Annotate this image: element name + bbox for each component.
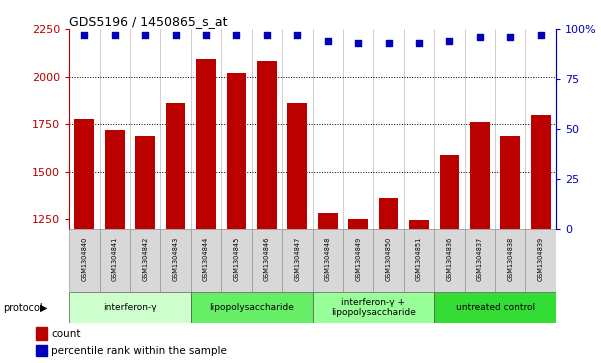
Point — [505, 34, 515, 40]
Text: interferon-γ +
lipopolysaccharide: interferon-γ + lipopolysaccharide — [331, 298, 416, 317]
Text: GSM1304839: GSM1304839 — [538, 237, 544, 281]
Point — [445, 38, 454, 44]
Text: ▶: ▶ — [40, 303, 47, 313]
Bar — [191, 229, 221, 292]
Text: GSM1304843: GSM1304843 — [172, 237, 178, 281]
Text: lipopolysaccharide: lipopolysaccharide — [209, 303, 294, 312]
Point — [323, 38, 332, 44]
Text: interferon-γ: interferon-γ — [103, 303, 157, 312]
Point — [110, 32, 120, 38]
Point — [79, 32, 89, 38]
Bar — [313, 229, 343, 292]
Bar — [313, 292, 435, 323]
Point — [231, 32, 241, 38]
Text: GSM1304845: GSM1304845 — [233, 237, 239, 281]
Bar — [36, 327, 47, 340]
Text: GSM1304847: GSM1304847 — [294, 237, 300, 281]
Text: GSM1304836: GSM1304836 — [447, 237, 453, 281]
Bar — [191, 292, 313, 323]
Text: GSM1304851: GSM1304851 — [416, 237, 422, 281]
Point — [353, 40, 363, 46]
Bar — [531, 115, 551, 229]
Bar — [100, 229, 130, 292]
Bar — [252, 229, 282, 292]
Bar — [282, 229, 313, 292]
Bar — [525, 229, 556, 292]
Text: GSM1304841: GSM1304841 — [112, 237, 118, 281]
Text: GDS5196 / 1450865_s_at: GDS5196 / 1450865_s_at — [69, 15, 228, 28]
Text: GSM1304848: GSM1304848 — [325, 237, 331, 281]
Point — [475, 34, 484, 40]
Bar — [434, 292, 556, 323]
Point — [171, 32, 180, 38]
Bar — [434, 229, 465, 292]
Bar — [75, 119, 94, 229]
Text: GSM1304840: GSM1304840 — [81, 237, 87, 281]
Text: GSM1304844: GSM1304844 — [203, 237, 209, 281]
Text: protocol: protocol — [3, 303, 43, 313]
Text: untreated control: untreated control — [456, 303, 535, 312]
Text: GSM1304850: GSM1304850 — [386, 237, 392, 281]
Bar — [257, 61, 277, 229]
Bar — [227, 73, 246, 229]
Point — [536, 32, 546, 38]
Text: GSM1304849: GSM1304849 — [355, 237, 361, 281]
Bar — [166, 103, 186, 229]
Text: GSM1304837: GSM1304837 — [477, 237, 483, 281]
Text: GSM1304842: GSM1304842 — [142, 237, 148, 281]
Bar — [373, 229, 404, 292]
Text: GSM1304846: GSM1304846 — [264, 237, 270, 281]
Point — [293, 32, 302, 38]
Bar — [409, 220, 429, 229]
Bar — [343, 229, 373, 292]
Bar — [348, 219, 368, 229]
Bar — [470, 122, 490, 229]
Bar — [404, 229, 435, 292]
Text: percentile rank within the sample: percentile rank within the sample — [51, 346, 227, 356]
Bar — [69, 292, 191, 323]
Bar — [69, 229, 100, 292]
Bar — [318, 213, 338, 229]
Bar — [130, 229, 160, 292]
Point — [201, 32, 211, 38]
Text: count: count — [51, 329, 81, 339]
Point — [141, 32, 150, 38]
Bar — [287, 103, 307, 229]
Bar — [135, 136, 155, 229]
Point — [262, 32, 272, 38]
Point — [384, 40, 394, 46]
Bar — [160, 229, 191, 292]
Bar — [105, 130, 124, 229]
Bar — [501, 136, 520, 229]
Bar — [221, 229, 252, 292]
Bar — [196, 60, 216, 229]
Text: GSM1304838: GSM1304838 — [507, 237, 513, 281]
Point — [414, 40, 424, 46]
Bar — [379, 198, 398, 229]
Bar — [36, 345, 47, 356]
Bar — [439, 155, 459, 229]
Bar — [495, 229, 525, 292]
Bar — [465, 229, 495, 292]
